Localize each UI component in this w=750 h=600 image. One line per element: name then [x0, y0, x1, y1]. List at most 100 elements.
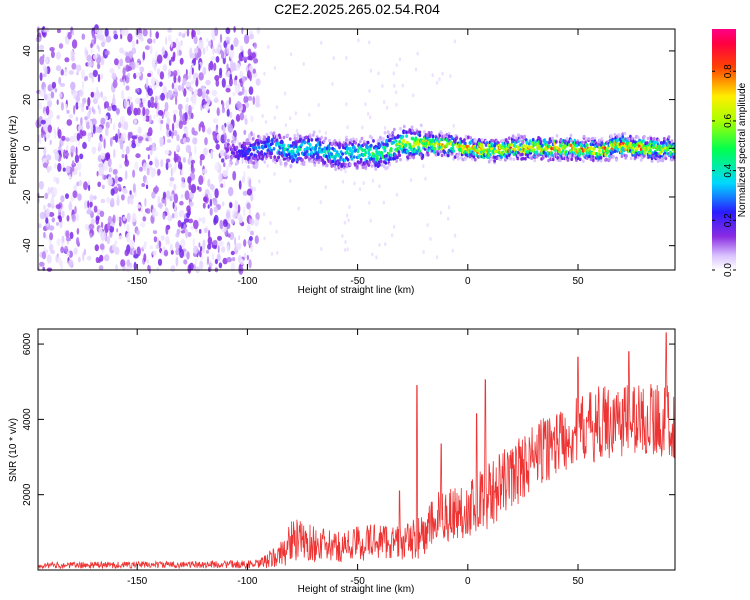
noise-cell [61, 135, 66, 141]
noise-cell [185, 144, 192, 154]
signal-cell [440, 131, 443, 135]
signal-cell [354, 141, 358, 145]
noise-cell [56, 238, 61, 246]
signal-cell [263, 160, 267, 164]
noise-cell [110, 197, 115, 205]
signal-cell [398, 139, 402, 144]
noise-cell [119, 115, 126, 125]
noise-cell [107, 176, 113, 186]
noise-cell [144, 45, 150, 51]
noise-cell [125, 146, 130, 155]
signal-cell [649, 136, 653, 141]
noise-cell [131, 142, 137, 149]
noise-cell [101, 184, 105, 190]
signal-cell [289, 144, 293, 148]
x-tick-label: -100 [237, 576, 257, 587]
noise-cell [114, 133, 119, 143]
noise-cell [194, 88, 198, 96]
noise-cell [44, 56, 49, 64]
noise-cell [39, 56, 45, 65]
noise-cell [262, 212, 266, 217]
noise-cell [160, 235, 165, 241]
noise-cell [161, 46, 165, 56]
noise-cell [269, 221, 272, 226]
noise-cell [98, 166, 104, 177]
noise-cell [183, 88, 187, 97]
noise-cell [143, 253, 147, 263]
noise-cell [159, 81, 163, 87]
noise-cell [47, 124, 52, 134]
noise-cell [229, 231, 235, 241]
signal-cell [399, 157, 402, 162]
signal-cell [355, 138, 358, 142]
signal-cell [558, 158, 562, 163]
noise-cell [398, 57, 402, 62]
noise-cell [177, 220, 182, 228]
noise-cell [104, 254, 110, 262]
signal-cell [649, 148, 652, 153]
noise-cell [100, 221, 104, 229]
signal-cell [345, 138, 348, 142]
noise-cell [136, 107, 141, 116]
noise-cell [192, 96, 197, 104]
noise-cell [352, 159, 355, 164]
noise-cell [238, 235, 241, 241]
noise-cell [162, 85, 168, 95]
noise-cell [186, 205, 191, 213]
noise-cell [190, 184, 197, 194]
noise-cell [136, 39, 139, 45]
signal-cell [358, 153, 361, 158]
snr-frame [37, 328, 676, 571]
signal-cell [372, 139, 375, 143]
noise-cell [79, 129, 83, 140]
x-tick-label: 50 [572, 576, 584, 587]
signal-cell [550, 153, 554, 157]
noise-cell [187, 232, 192, 237]
signal-cell [345, 135, 348, 140]
y-tick-label: 4000 [22, 408, 33, 431]
signal-cell [257, 145, 261, 150]
noise-cell [42, 162, 48, 168]
noise-cell [198, 242, 201, 248]
signal-cell [364, 164, 368, 169]
signal-cell [642, 134, 646, 139]
noise-cell [70, 81, 76, 91]
noise-cell [73, 247, 78, 255]
signal-cell [315, 156, 319, 160]
signal-cell [260, 152, 263, 156]
noise-cell [75, 64, 82, 72]
noise-cell [86, 54, 92, 62]
noise-cell [243, 206, 246, 217]
noise-cell [401, 83, 404, 88]
noise-cell [172, 201, 175, 209]
noise-cell [79, 153, 84, 160]
noise-cell [166, 117, 171, 125]
noise-cell [369, 68, 373, 73]
spectrogram-y-label: Frequency (Hz) [8, 116, 19, 185]
signal-cell [359, 139, 362, 144]
noise-cell [145, 184, 149, 190]
signal-cell [430, 142, 434, 147]
noise-cell [87, 61, 93, 67]
noise-cell [58, 257, 61, 266]
noise-cell [181, 33, 186, 39]
noise-cell [104, 50, 110, 56]
noise-cell [127, 33, 133, 43]
signal-cell [658, 144, 662, 149]
noise-cell [192, 137, 198, 145]
noise-cell [212, 130, 217, 137]
noise-cell [209, 183, 215, 190]
signal-cell [531, 137, 535, 142]
signal-cell [388, 163, 392, 167]
noise-cell [74, 206, 77, 215]
noise-cell [172, 109, 178, 115]
signal-cell [292, 145, 296, 149]
noise-cell [289, 116, 292, 121]
noise-cell [90, 91, 95, 98]
noise-cell [232, 92, 237, 97]
noise-cell [116, 194, 120, 199]
noise-cell [44, 192, 49, 200]
noise-cell [341, 179, 345, 184]
noise-cell [241, 86, 245, 95]
signal-cell [267, 139, 271, 143]
